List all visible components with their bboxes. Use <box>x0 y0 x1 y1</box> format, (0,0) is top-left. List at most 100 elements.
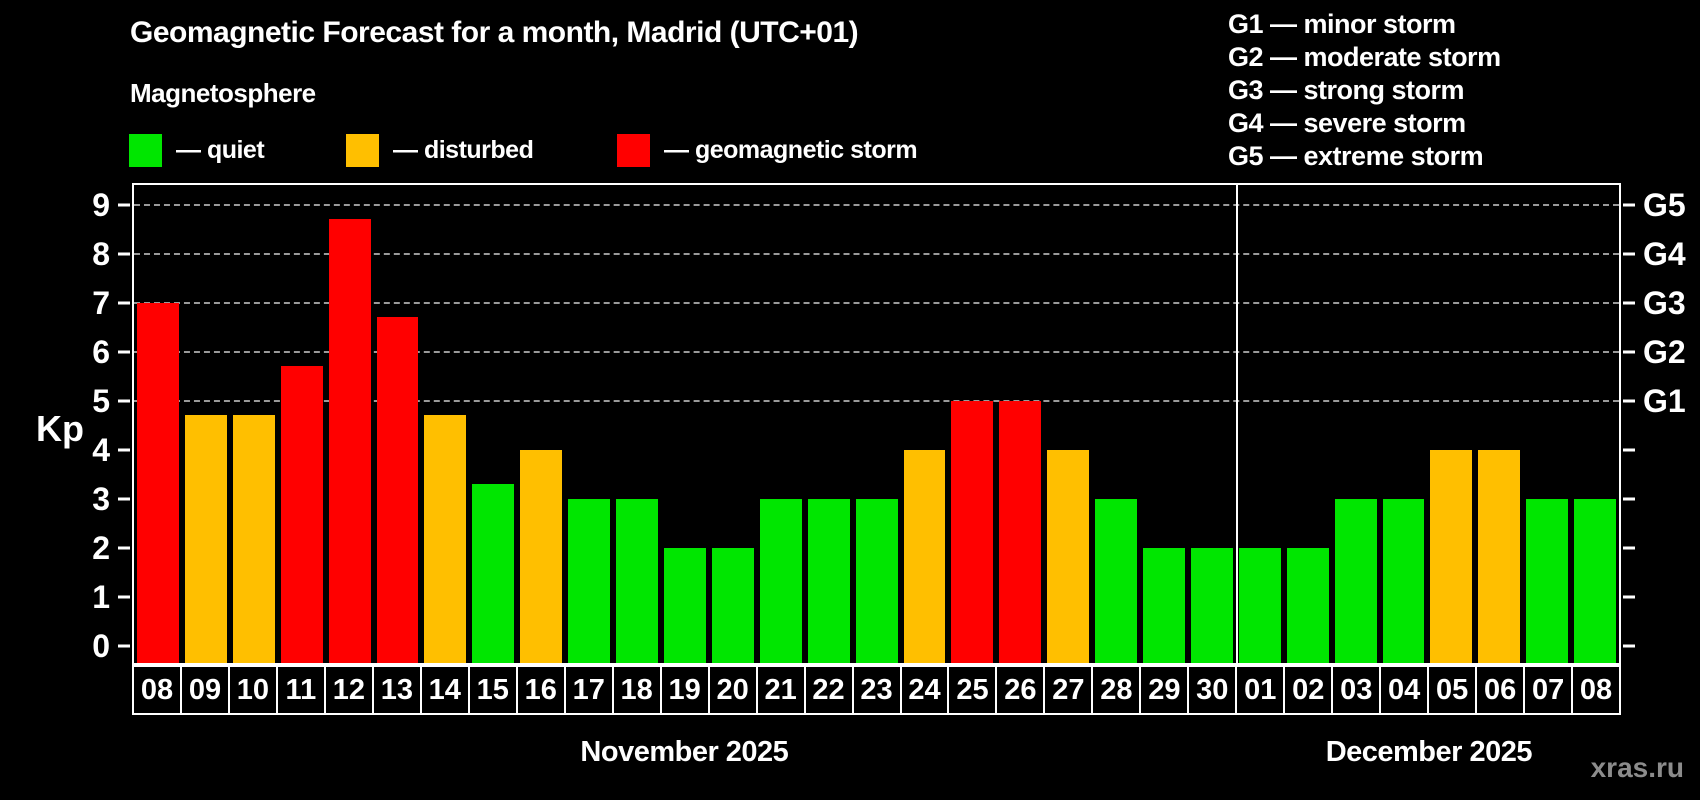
bar-column-nov-25 <box>948 185 996 663</box>
bar-column-dec-07 <box>1523 185 1571 663</box>
bar-column-nov-12 <box>326 185 374 663</box>
day-label-dec-04: 04 <box>1379 665 1430 715</box>
y-tick-label-9: 9 <box>92 186 110 223</box>
bar-nov-17 <box>568 498 611 663</box>
bar-nov-13 <box>376 317 419 663</box>
month-row: November 2025 December 2025 <box>132 736 1621 774</box>
day-label-nov-22: 22 <box>803 665 854 715</box>
y-tick-label-1: 1 <box>92 578 110 615</box>
chart-title: Geomagnetic Forecast for a month, Madrid… <box>130 16 859 49</box>
bar-column-nov-09 <box>182 185 230 663</box>
bar-nov-30 <box>1190 547 1233 663</box>
bar-nov-20 <box>711 547 754 663</box>
month-separator-line <box>1235 185 1238 663</box>
bar-column-nov-26 <box>996 185 1044 663</box>
bar-column-dec-08 <box>1571 185 1619 663</box>
y-tick-label-0: 0 <box>92 627 110 664</box>
day-label-nov-30: 30 <box>1187 665 1238 715</box>
bar-dec-01 <box>1238 547 1281 663</box>
gridline-kp-7 <box>134 301 1619 304</box>
bar-column-nov-23 <box>853 185 901 663</box>
day-label-dec-06: 06 <box>1475 665 1526 715</box>
left-tick-mark-6 <box>118 350 130 354</box>
day-label-nov-25: 25 <box>947 665 998 715</box>
bar-nov-19 <box>663 547 706 663</box>
bar-column-nov-21 <box>757 185 805 663</box>
day-label-nov-19: 19 <box>659 665 710 715</box>
legend-label-disturbed: — disturbed <box>393 135 534 164</box>
bar-nov-09 <box>184 415 227 663</box>
bar-column-nov-20 <box>709 185 757 663</box>
y-tick-label-6: 6 <box>92 333 110 370</box>
bar-column-dec-03 <box>1332 185 1380 663</box>
bar-nov-28 <box>1095 498 1138 663</box>
bar-dec-03 <box>1334 498 1377 663</box>
legend-item-storm: — geomagnetic storm <box>617 132 918 168</box>
bar-dec-05 <box>1430 449 1473 663</box>
legend-label-quiet: — quiet <box>176 135 265 164</box>
g-legend-line-g1: G1 — minor storm <box>1228 9 1456 39</box>
right-tick-label-g4: G4 <box>1643 235 1686 272</box>
g-legend-line-g3: G3 — strong storm <box>1228 75 1465 105</box>
bar-column-dec-05 <box>1427 185 1475 663</box>
y-tick-label-5: 5 <box>92 382 110 419</box>
bar-column-nov-08 <box>134 185 182 663</box>
y-tick-label-2: 2 <box>92 529 110 566</box>
y-axis-title: Kp <box>36 408 84 449</box>
gridline-kp-6 <box>134 350 1619 353</box>
left-tick-mark-5 <box>118 399 130 403</box>
right-tick-mark-5 <box>1623 399 1635 403</box>
day-label-nov-29: 29 <box>1139 665 1190 715</box>
legend-label-storm: — geomagnetic storm <box>664 135 918 164</box>
right-tick-label-g3: G3 <box>1643 284 1686 321</box>
day-label-nov-28: 28 <box>1091 665 1142 715</box>
day-label-nov-27: 27 <box>1043 665 1094 715</box>
day-label-dec-05: 05 <box>1427 665 1478 715</box>
bar-column-nov-15 <box>469 185 517 663</box>
bar-column-nov-13 <box>374 185 422 663</box>
gridline-kp-5 <box>134 399 1619 402</box>
g-scale-legend: G1 — minor storm G2 — moderate storm G3 … <box>1228 8 1501 173</box>
bar-dec-07 <box>1526 498 1569 663</box>
month-label-dec: December 2025 <box>1325 736 1533 768</box>
y-tick-label-3: 3 <box>92 480 110 517</box>
left-tick-mark-4 <box>118 448 130 452</box>
bar-nov-29 <box>1143 547 1185 663</box>
day-label-dec-07: 07 <box>1523 665 1574 715</box>
bar-nov-08 <box>137 302 179 663</box>
bar-dec-04 <box>1382 498 1425 663</box>
day-label-nov-24: 24 <box>899 665 950 715</box>
bar-dec-08 <box>1574 498 1617 663</box>
right-tick-mark-4 <box>1623 448 1635 452</box>
day-label-dec-03: 03 <box>1331 665 1382 715</box>
bar-nov-18 <box>616 498 658 663</box>
left-tick-mark-8 <box>118 252 130 256</box>
plot-area: 0 1 2 3 4 5 6 7 8 9 G1 G2 G3 G4 G5 <box>92 183 1686 665</box>
day-label-nov-23: 23 <box>851 665 902 715</box>
g-legend-line-g4: G4 — severe storm <box>1228 108 1466 138</box>
bar-column-nov-16 <box>517 185 565 663</box>
bar-column-nov-28 <box>1092 185 1140 663</box>
bar-nov-11 <box>280 366 323 663</box>
day-label-nov-13: 13 <box>371 665 422 715</box>
bar-column-dec-02 <box>1284 185 1332 663</box>
g-legend-line-g5: G5 — extreme storm <box>1228 141 1484 171</box>
bar-dec-06 <box>1478 449 1521 663</box>
bar-column-dec-04 <box>1380 185 1428 663</box>
right-tick-mark-6 <box>1623 350 1635 354</box>
right-tick-mark-8 <box>1623 252 1635 256</box>
day-label-nov-16: 16 <box>515 665 566 715</box>
bar-nov-22 <box>807 498 850 663</box>
day-label-nov-17: 17 <box>563 665 614 715</box>
day-label-dec-02: 02 <box>1283 665 1334 715</box>
day-label-nov-09: 09 <box>179 665 230 715</box>
day-label-nov-26: 26 <box>995 665 1046 715</box>
bar-dec-02 <box>1286 547 1329 663</box>
bar-column-nov-17 <box>565 185 613 663</box>
y-tick-label-4: 4 <box>92 431 110 468</box>
day-label-nov-12: 12 <box>323 665 374 715</box>
bar-column-nov-27 <box>1044 185 1092 663</box>
right-tick-mark-2 <box>1623 546 1635 550</box>
day-label-nov-21: 21 <box>755 665 806 715</box>
right-tick-label-g1: G1 <box>1643 382 1686 419</box>
